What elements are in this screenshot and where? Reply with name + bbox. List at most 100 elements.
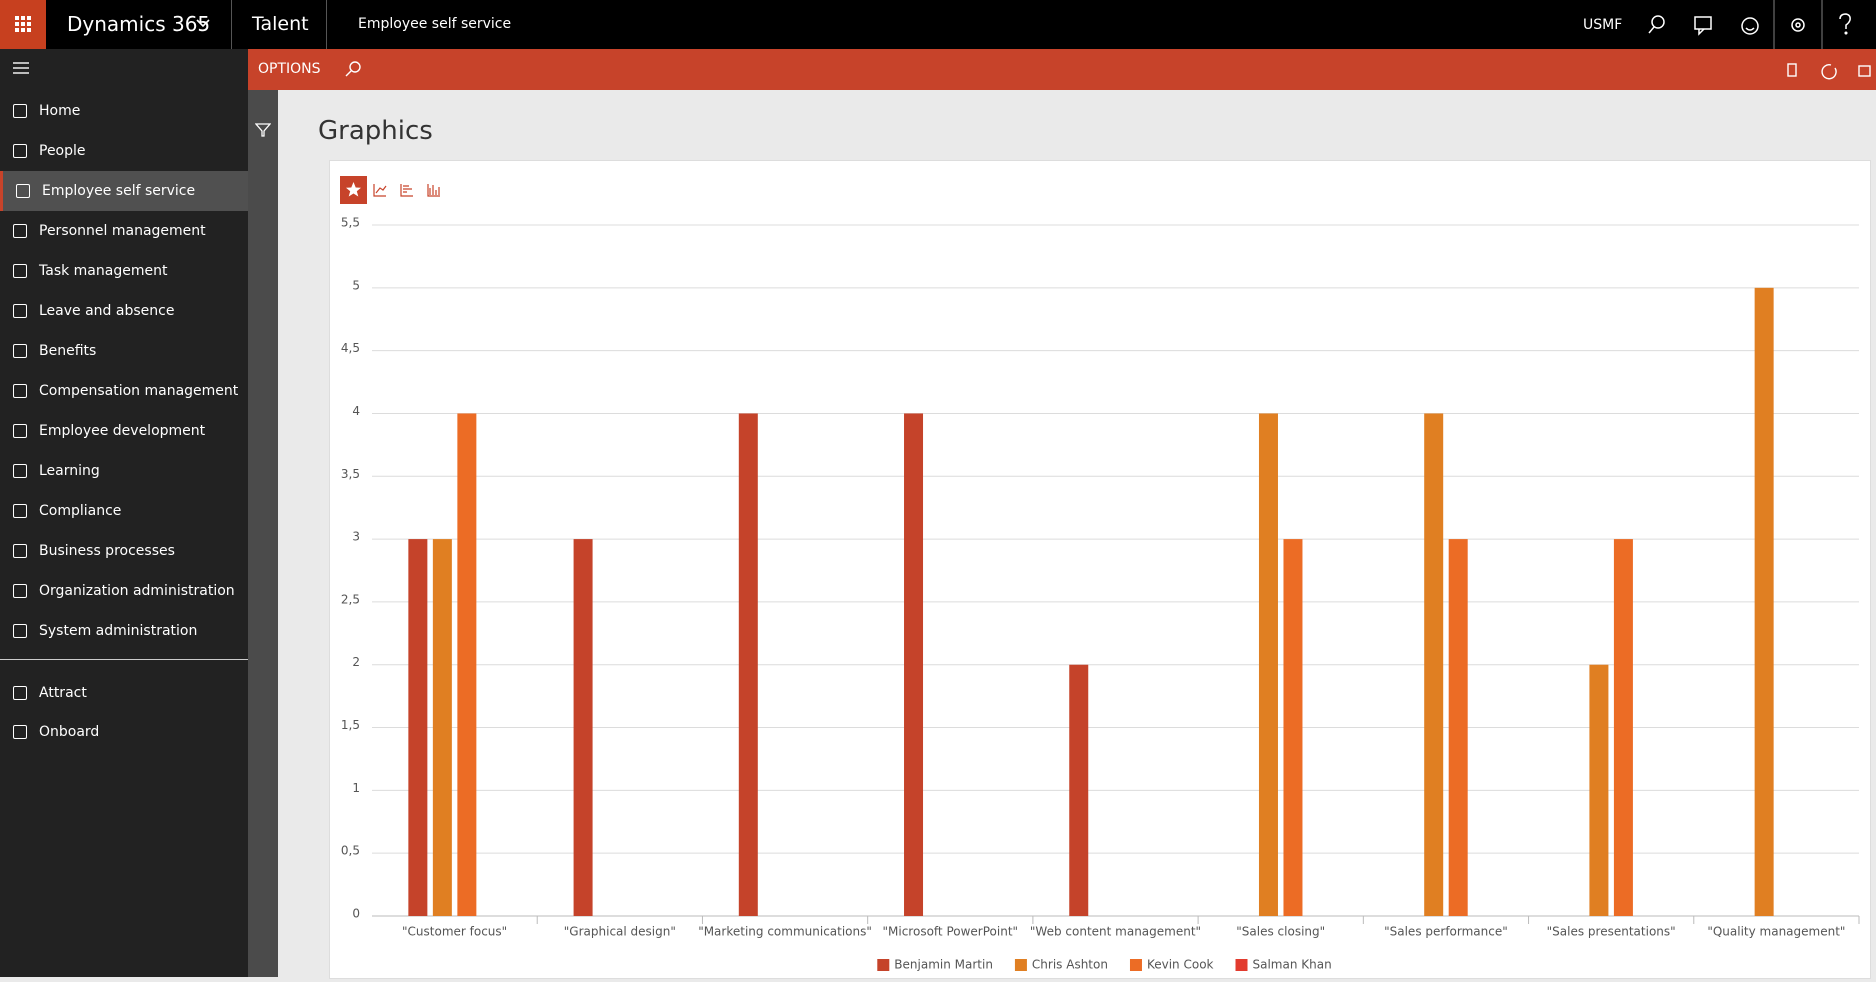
nav-label: Compliance: [39, 503, 122, 519]
nav-icon: [13, 144, 27, 158]
bar: [1283, 539, 1303, 916]
top-icons[interactable]: [1640, 0, 1876, 49]
x-tick-label: "Quality management": [1707, 925, 1845, 939]
nav-icon: [16, 184, 30, 198]
legend-label: Kevin Cook: [1147, 958, 1214, 972]
nav-item[interactable]: Employee self service: [0, 171, 248, 211]
nav-icon: [13, 686, 27, 700]
nav-item[interactable]: Onboard: [0, 712, 248, 752]
legend-swatch: [1014, 959, 1027, 971]
nav-icon: [13, 304, 27, 318]
nav-icon: [13, 224, 27, 238]
y-tick-label: 1: [352, 781, 360, 795]
bar: [1424, 413, 1444, 916]
nav-item[interactable]: People: [0, 131, 248, 171]
nav-item[interactable]: Personnel management: [0, 211, 248, 251]
nav-item[interactable]: Business processes: [0, 531, 248, 571]
waffle-icon: [15, 16, 31, 32]
page-crumb: Employee self service: [358, 16, 512, 32]
nav-item[interactable]: Leave and absence: [0, 291, 248, 331]
legend-label: Salman Khan: [1253, 958, 1332, 972]
y-tick-label: 3: [352, 530, 360, 544]
nav-label: People: [39, 143, 86, 159]
nav-item[interactable]: Benefits: [0, 331, 248, 371]
nav-label: Benefits: [39, 343, 97, 359]
bar: [1069, 664, 1089, 916]
legend-swatch: [1235, 959, 1248, 971]
search-icon[interactable]: [344, 60, 362, 78]
nav-icon: [13, 584, 27, 598]
nav-label: Attract: [39, 685, 87, 701]
bar: [1754, 287, 1774, 916]
nav-icon: [13, 624, 27, 638]
nav-item[interactable]: Employee development: [0, 411, 248, 451]
app-launcher[interactable]: [0, 0, 46, 49]
nav-label: Organization administration: [39, 583, 235, 599]
nav-item[interactable]: Compliance: [0, 491, 248, 531]
nav-label: Onboard: [39, 724, 100, 740]
x-tick-label: "Sales presentations": [1547, 925, 1676, 939]
nav-label: Task management: [39, 263, 168, 279]
bar: [738, 413, 758, 916]
nav-icon: [13, 504, 27, 518]
nav-icon: [13, 104, 27, 118]
legend-swatch: [877, 959, 890, 971]
y-tick-label: 0: [352, 907, 360, 921]
nav-label: Business processes: [39, 543, 175, 559]
filter-strip: [248, 90, 278, 977]
nav-item[interactable]: Learning: [0, 451, 248, 491]
y-tick-label: 4,5: [341, 341, 360, 355]
filter-icon[interactable]: [255, 122, 271, 138]
module-name[interactable]: Talent: [252, 13, 309, 35]
nav-label: Learning: [39, 463, 100, 479]
x-tick-label: "Sales performance": [1384, 925, 1508, 939]
x-tick-label: "Sales closing": [1236, 925, 1325, 939]
app-name[interactable]: Dynamics 365: [67, 12, 211, 36]
top-bar: Dynamics 365 Talent Employee self servic…: [0, 0, 1876, 49]
page-title: Graphics: [318, 116, 433, 146]
company[interactable]: USMF: [1583, 17, 1623, 33]
nav-label: Leave and absence: [39, 303, 175, 319]
nav-icon: [13, 384, 27, 398]
x-tick-label: "Web content management": [1030, 925, 1201, 939]
nav-icon: [13, 264, 27, 278]
bar: [1258, 413, 1278, 916]
nav-icon: [13, 725, 27, 739]
nav-item[interactable]: Home: [0, 91, 248, 131]
chart-panel: 0 0,5 1 1,5 2 2,5 3 3,5 4 4,5 5 5,5 "Customer focus"…: [329, 160, 1871, 979]
nav-item[interactable]: Organization administration: [0, 571, 248, 611]
nav-label: Employee self service: [42, 183, 196, 199]
nav-item[interactable]: Compensation management: [0, 371, 248, 411]
nav-label: Personnel management: [39, 223, 206, 239]
x-tick-label: "Graphical design": [564, 925, 676, 939]
nav-icon: [13, 344, 27, 358]
x-tick-label: "Microsoft PowerPoint": [883, 925, 1019, 939]
y-tick-label: 5,5: [341, 216, 360, 230]
hamburger[interactable]: [12, 61, 30, 75]
nav-label: Compensation management: [39, 383, 239, 399]
page-icons[interactable]: [1778, 59, 1876, 81]
chart: 0 0,5 1 1,5 2 2,5 3 3,5 4 4,5 5 5,5 "Customer focus"…: [340, 176, 1860, 972]
bar: [457, 413, 477, 916]
nav-label: Employee development: [39, 423, 206, 439]
x-tick-label: "Customer focus": [402, 925, 507, 939]
chart-type-icons[interactable]: [373, 184, 440, 197]
nav-label: System administration: [39, 623, 198, 639]
bar: [1613, 539, 1633, 916]
nav-item[interactable]: Task management: [0, 251, 248, 291]
bar: [408, 539, 428, 916]
chevron[interactable]: [196, 18, 210, 28]
y-tick-label: 4: [352, 404, 360, 418]
bar: [1448, 539, 1468, 916]
options-tab[interactable]: OPTIONS: [258, 61, 321, 77]
legend-label: Benjamin Martin: [894, 958, 993, 972]
nav-item[interactable]: Attract: [0, 673, 248, 713]
bar: [904, 413, 924, 916]
y-tick-label: 2: [352, 655, 360, 669]
bar: [573, 539, 593, 916]
nav-icon: [13, 464, 27, 478]
nav-item[interactable]: System administration: [0, 611, 248, 651]
y-tick-label: 0,5: [341, 844, 360, 858]
y-tick-label: 3,5: [341, 467, 360, 481]
